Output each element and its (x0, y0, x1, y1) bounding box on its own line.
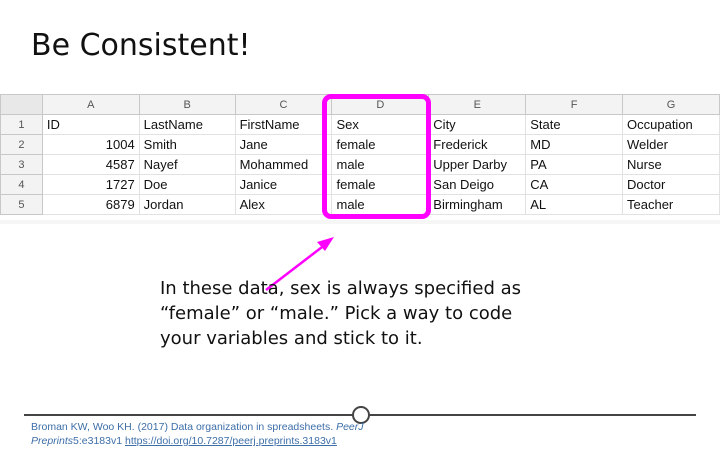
table-row: 1 ID LastName FirstName Sex City State O… (0, 114, 720, 135)
column-header-g[interactable]: G (622, 94, 720, 115)
citation: Broman KW, Woo KH. (2017) Data organizat… (31, 420, 471, 448)
cell[interactable]: Birmingham (428, 194, 527, 215)
cell[interactable]: 6879 (41, 194, 140, 215)
slide-title: Be Consistent! (31, 28, 251, 63)
sex-column-highlight (322, 94, 431, 219)
cell[interactable]: Sex (331, 114, 430, 135)
table-row: 2 1004 Smith Jane female Frederick MD We… (0, 134, 720, 155)
cell[interactable]: Doe (138, 174, 236, 195)
citation-line1: Broman KW, Woo KH. (2017) Data organizat… (31, 421, 334, 433)
cell[interactable]: Nurse (622, 154, 720, 175)
cell[interactable]: Teacher (622, 194, 720, 215)
citation-series: Preprints (31, 435, 74, 447)
spreadsheet-grid: A B C D E F G 1 ID LastName FirstName Se… (0, 94, 720, 215)
column-header-f[interactable]: F (525, 94, 624, 115)
cell[interactable]: Welder (622, 134, 720, 155)
cell[interactable]: Frederick (428, 134, 527, 155)
citation-link[interactable]: https://doi.org/10.7287/peerj.preprints.… (124, 435, 337, 447)
column-header-b[interactable]: B (138, 94, 236, 115)
cell[interactable]: AL (525, 194, 624, 215)
cell[interactable]: Alex (234, 194, 333, 215)
citation-journal: PeerJ (336, 421, 364, 433)
spreadsheet: A B C D E F G 1 ID LastName FirstName Se… (0, 94, 720, 220)
row-header[interactable]: 2 (0, 134, 43, 155)
sheet-cutoff-edge (0, 220, 720, 224)
arrow-shaft (265, 243, 327, 291)
arrow-head (317, 237, 334, 251)
cell[interactable]: Occupation (622, 114, 720, 135)
cell[interactable]: City (428, 114, 527, 135)
divider-circle (352, 406, 370, 424)
cell[interactable]: LastName (138, 114, 236, 135)
citation-volume: 5:e3183v1 (73, 435, 123, 447)
explanation-text: In these data, sex is always specified a… (160, 278, 522, 349)
cell[interactable]: Jordan (138, 194, 236, 215)
row-header[interactable]: 3 (0, 154, 43, 175)
column-header-row: A B C D E F G (0, 94, 720, 115)
row-header[interactable]: 5 (0, 194, 43, 215)
cell[interactable]: FirstName (234, 114, 333, 135)
